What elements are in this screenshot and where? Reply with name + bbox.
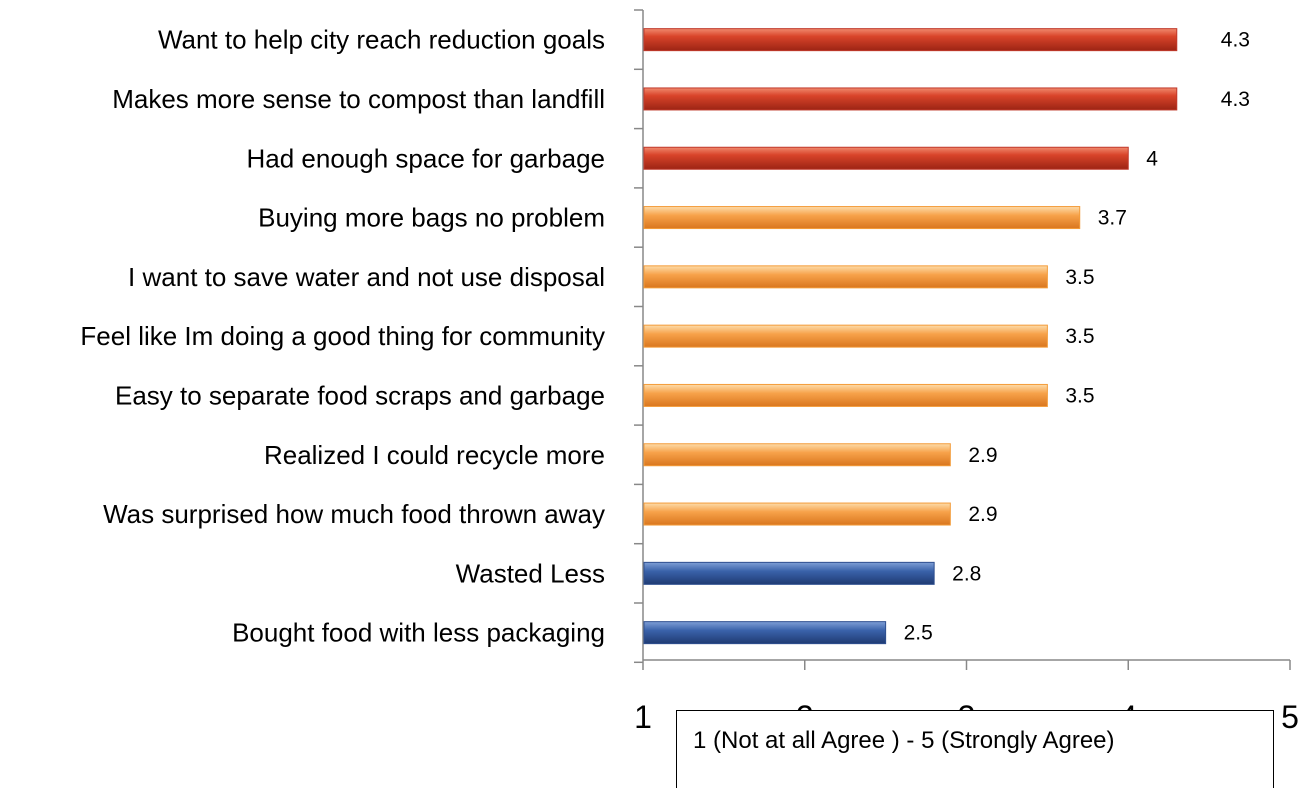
value-label: 3.5 <box>1065 325 1094 348</box>
x-tick-label: 5 <box>1281 699 1299 735</box>
value-label: 2.8 <box>952 562 981 585</box>
category-label: Buying more bags no problem <box>258 203 605 233</box>
category-label: Was surprised how much food thrown away <box>103 499 605 529</box>
value-label: 4 <box>1146 147 1158 170</box>
bar <box>643 265 1048 289</box>
value-label: 2.9 <box>968 503 997 526</box>
scale-note: 1 (Not at all Agree ) - 5 (Strongly Agre… <box>693 727 1115 754</box>
value-label: 4.3 <box>1221 29 1250 52</box>
value-label: 3.5 <box>1065 266 1094 289</box>
category-label: Bought food with less packaging <box>232 618 605 648</box>
value-label: 3.5 <box>1065 384 1094 407</box>
bar <box>643 443 951 467</box>
category-label: Feel like Im doing a good thing for comm… <box>80 321 605 351</box>
x-tick-label: 1 <box>634 699 652 735</box>
category-label: Want to help city reach reduction goals <box>158 25 605 55</box>
bar <box>643 146 1129 170</box>
value-label: 2.5 <box>904 622 933 645</box>
bar <box>643 561 935 585</box>
bars-group <box>643 28 1178 645</box>
category-label: I want to save water and not use disposa… <box>128 262 605 292</box>
bar <box>643 28 1178 52</box>
category-label: Wasted Less <box>456 558 605 588</box>
bar <box>643 87 1178 111</box>
category-label: Realized I could recycle more <box>264 440 605 470</box>
scale-note-box: 1 (Not at all Agree ) - 5 (Strongly Agre… <box>676 710 1274 788</box>
value-label: 4.3 <box>1221 88 1250 111</box>
category-label: Makes more sense to compost than landfil… <box>112 84 605 114</box>
bar <box>643 324 1048 348</box>
axes <box>634 9 1291 670</box>
bar <box>643 502 951 526</box>
category-label: Easy to separate food scraps and garbage <box>115 380 605 410</box>
bar <box>643 206 1081 230</box>
labels-group: 12345Want to help city reach reduction g… <box>80 25 1299 735</box>
category-label: Had enough space for garbage <box>247 143 606 173</box>
bar <box>643 383 1048 407</box>
value-label: 2.9 <box>968 444 997 467</box>
value-label: 3.7 <box>1098 207 1127 230</box>
bar <box>643 621 887 645</box>
